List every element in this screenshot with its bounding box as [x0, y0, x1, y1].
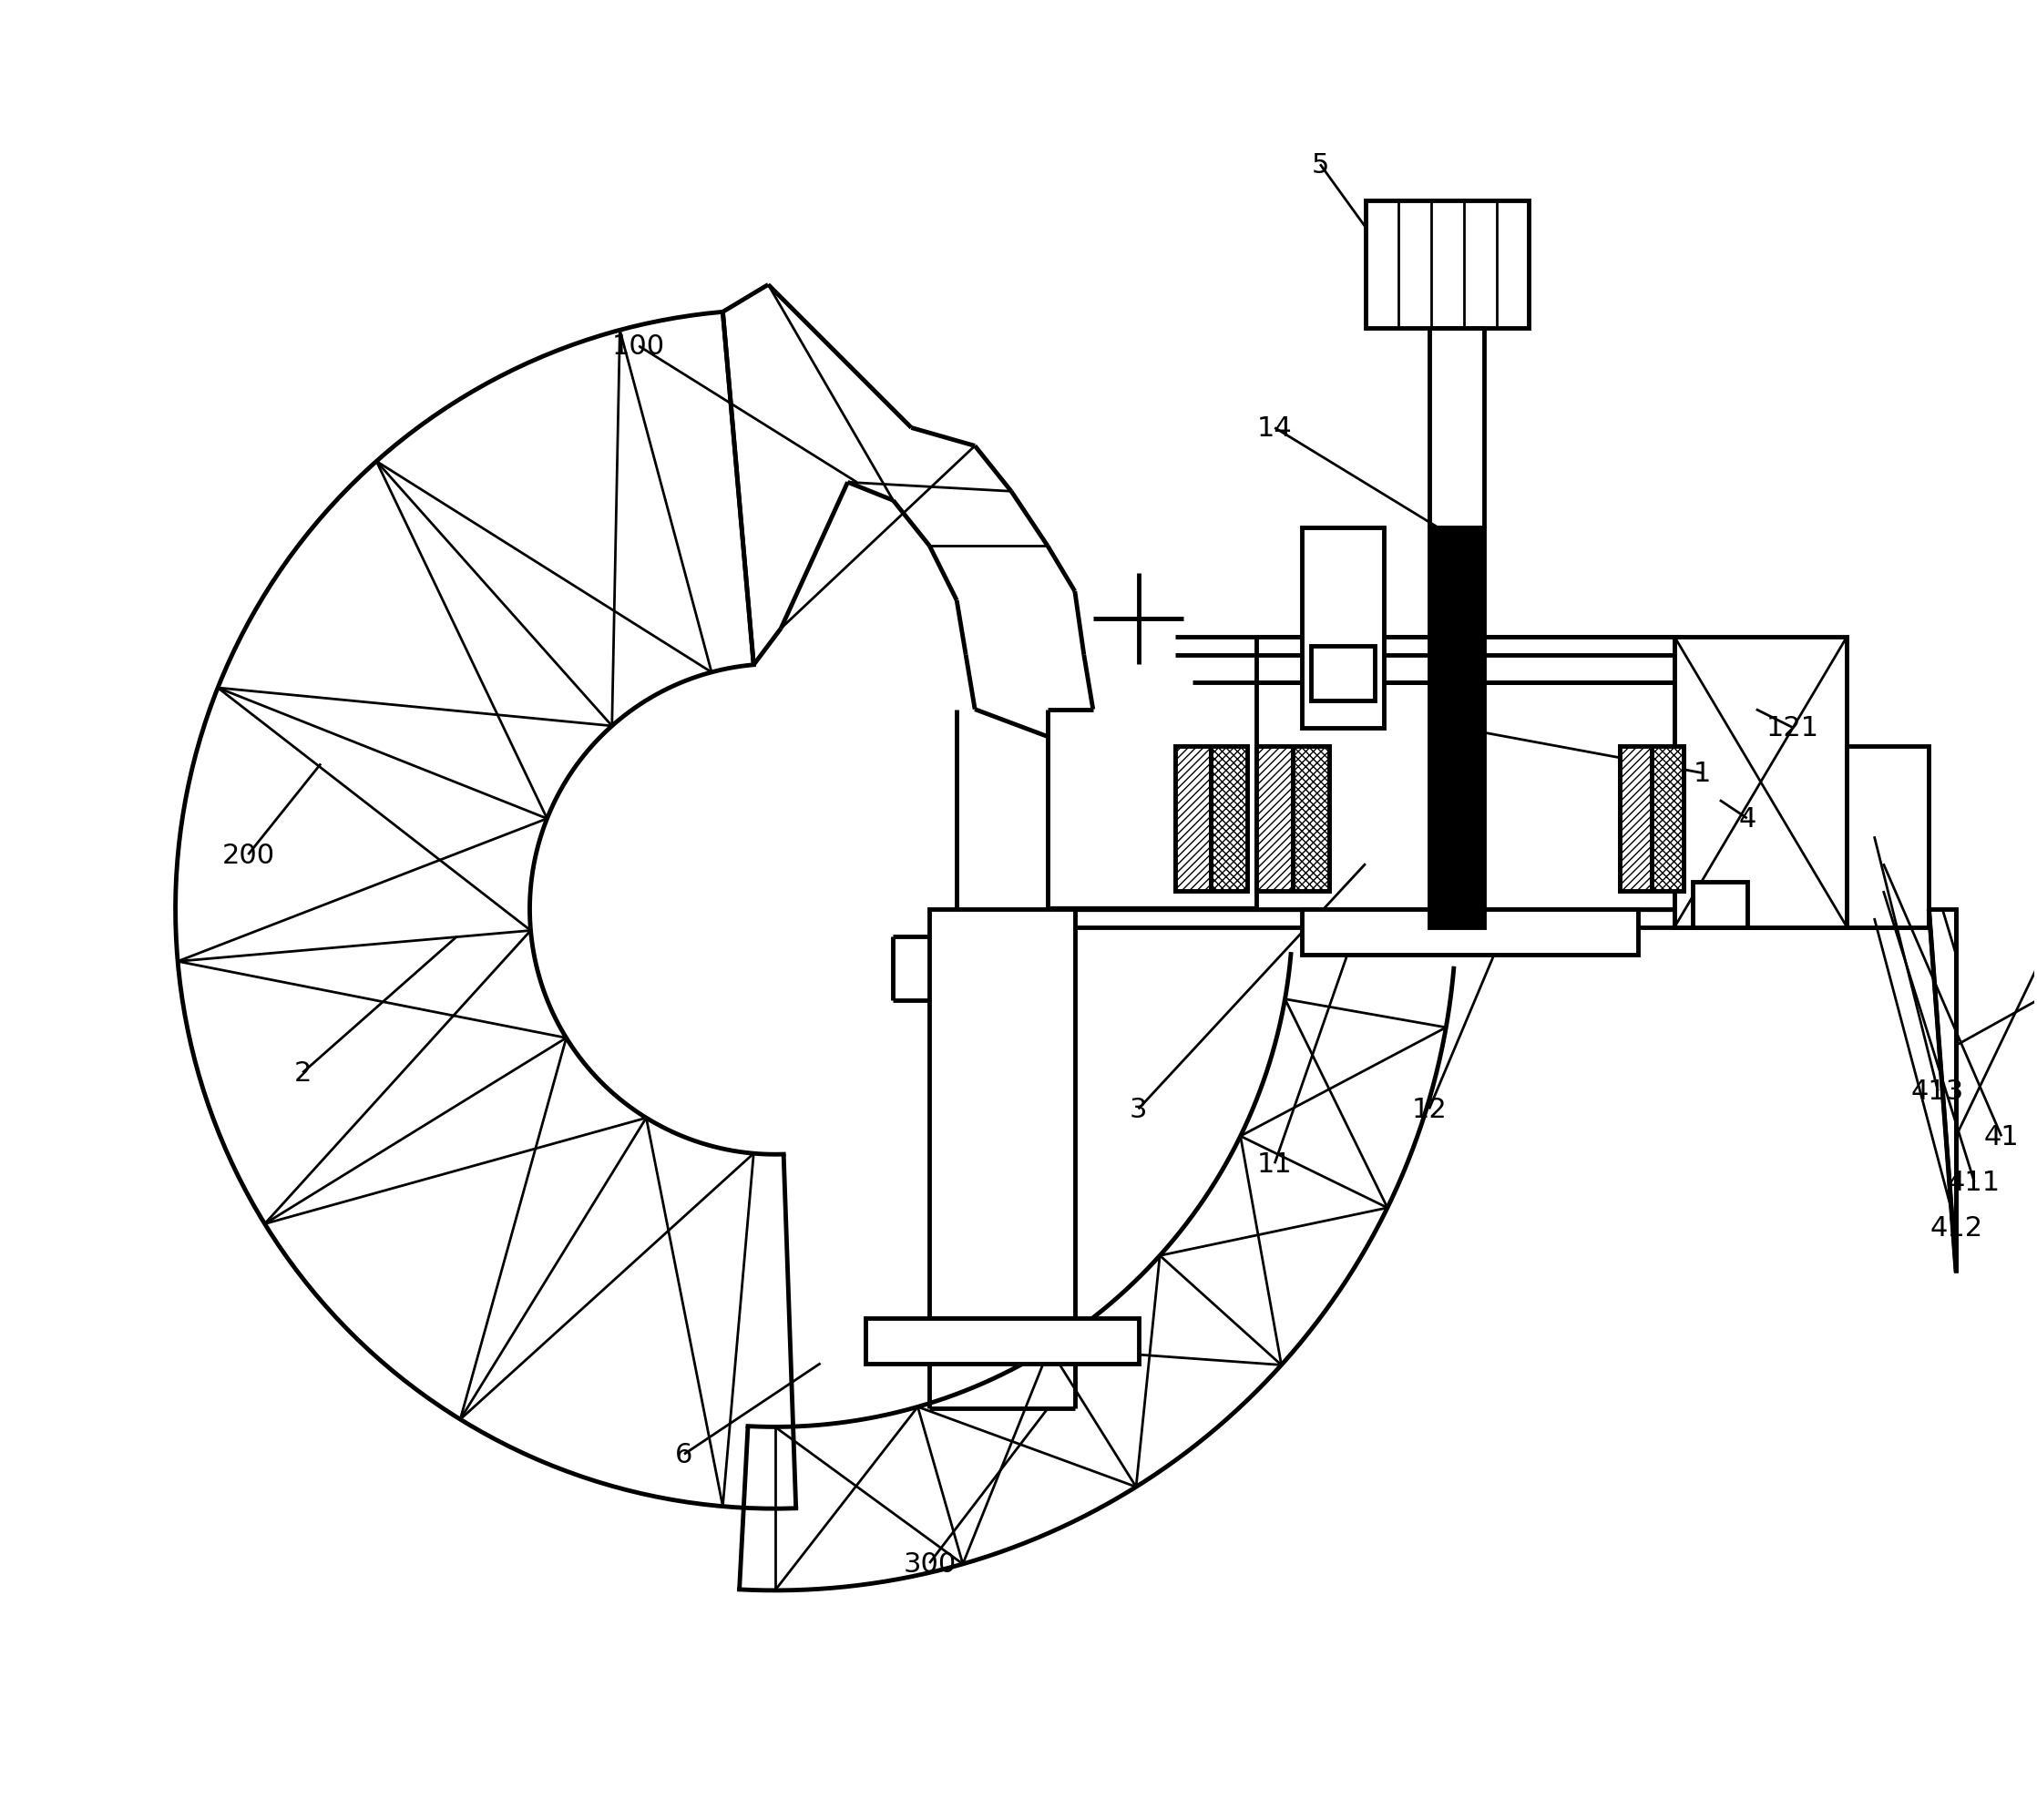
Bar — [1312, 646, 1375, 701]
Text: 413: 413 — [1911, 1077, 1964, 1105]
Bar — [1848, 746, 1929, 928]
Text: 11: 11 — [1257, 1150, 1291, 1178]
Text: 300: 300 — [902, 1551, 955, 1576]
Text: 12: 12 — [1412, 1096, 1446, 1123]
Text: 1: 1 — [1693, 761, 1711, 786]
Bar — [1674, 637, 1848, 928]
Text: 2: 2 — [293, 1059, 312, 1087]
Text: 411: 411 — [1947, 1168, 2000, 1196]
Bar — [1302, 528, 1383, 728]
Text: 4: 4 — [1738, 806, 1756, 832]
Bar — [1619, 746, 1683, 892]
Text: 412: 412 — [1929, 1214, 1982, 1241]
Text: 5: 5 — [1312, 151, 1328, 178]
Bar — [1257, 746, 1330, 892]
Bar — [1212, 746, 1247, 892]
Bar — [1652, 746, 1683, 892]
Bar — [929, 910, 1076, 1318]
Bar — [1619, 746, 1652, 892]
Text: 3: 3 — [1131, 1096, 1147, 1123]
Bar — [1175, 746, 1212, 892]
Text: 100: 100 — [613, 333, 666, 360]
Bar — [1365, 202, 1530, 328]
Bar — [1293, 746, 1330, 892]
Bar — [1430, 528, 1483, 928]
Text: 121: 121 — [1766, 715, 1819, 741]
Text: 14: 14 — [1257, 415, 1291, 442]
Bar — [1257, 682, 1683, 910]
Text: 41: 41 — [1984, 1123, 2019, 1150]
Polygon shape — [1929, 910, 1956, 1272]
Bar — [1175, 746, 1247, 892]
Text: 6: 6 — [676, 1441, 693, 1467]
Bar — [1302, 910, 1638, 956]
Text: 200: 200 — [222, 843, 275, 868]
Bar — [1257, 746, 1293, 892]
Bar — [1693, 883, 1748, 928]
Bar — [866, 1318, 1139, 1363]
